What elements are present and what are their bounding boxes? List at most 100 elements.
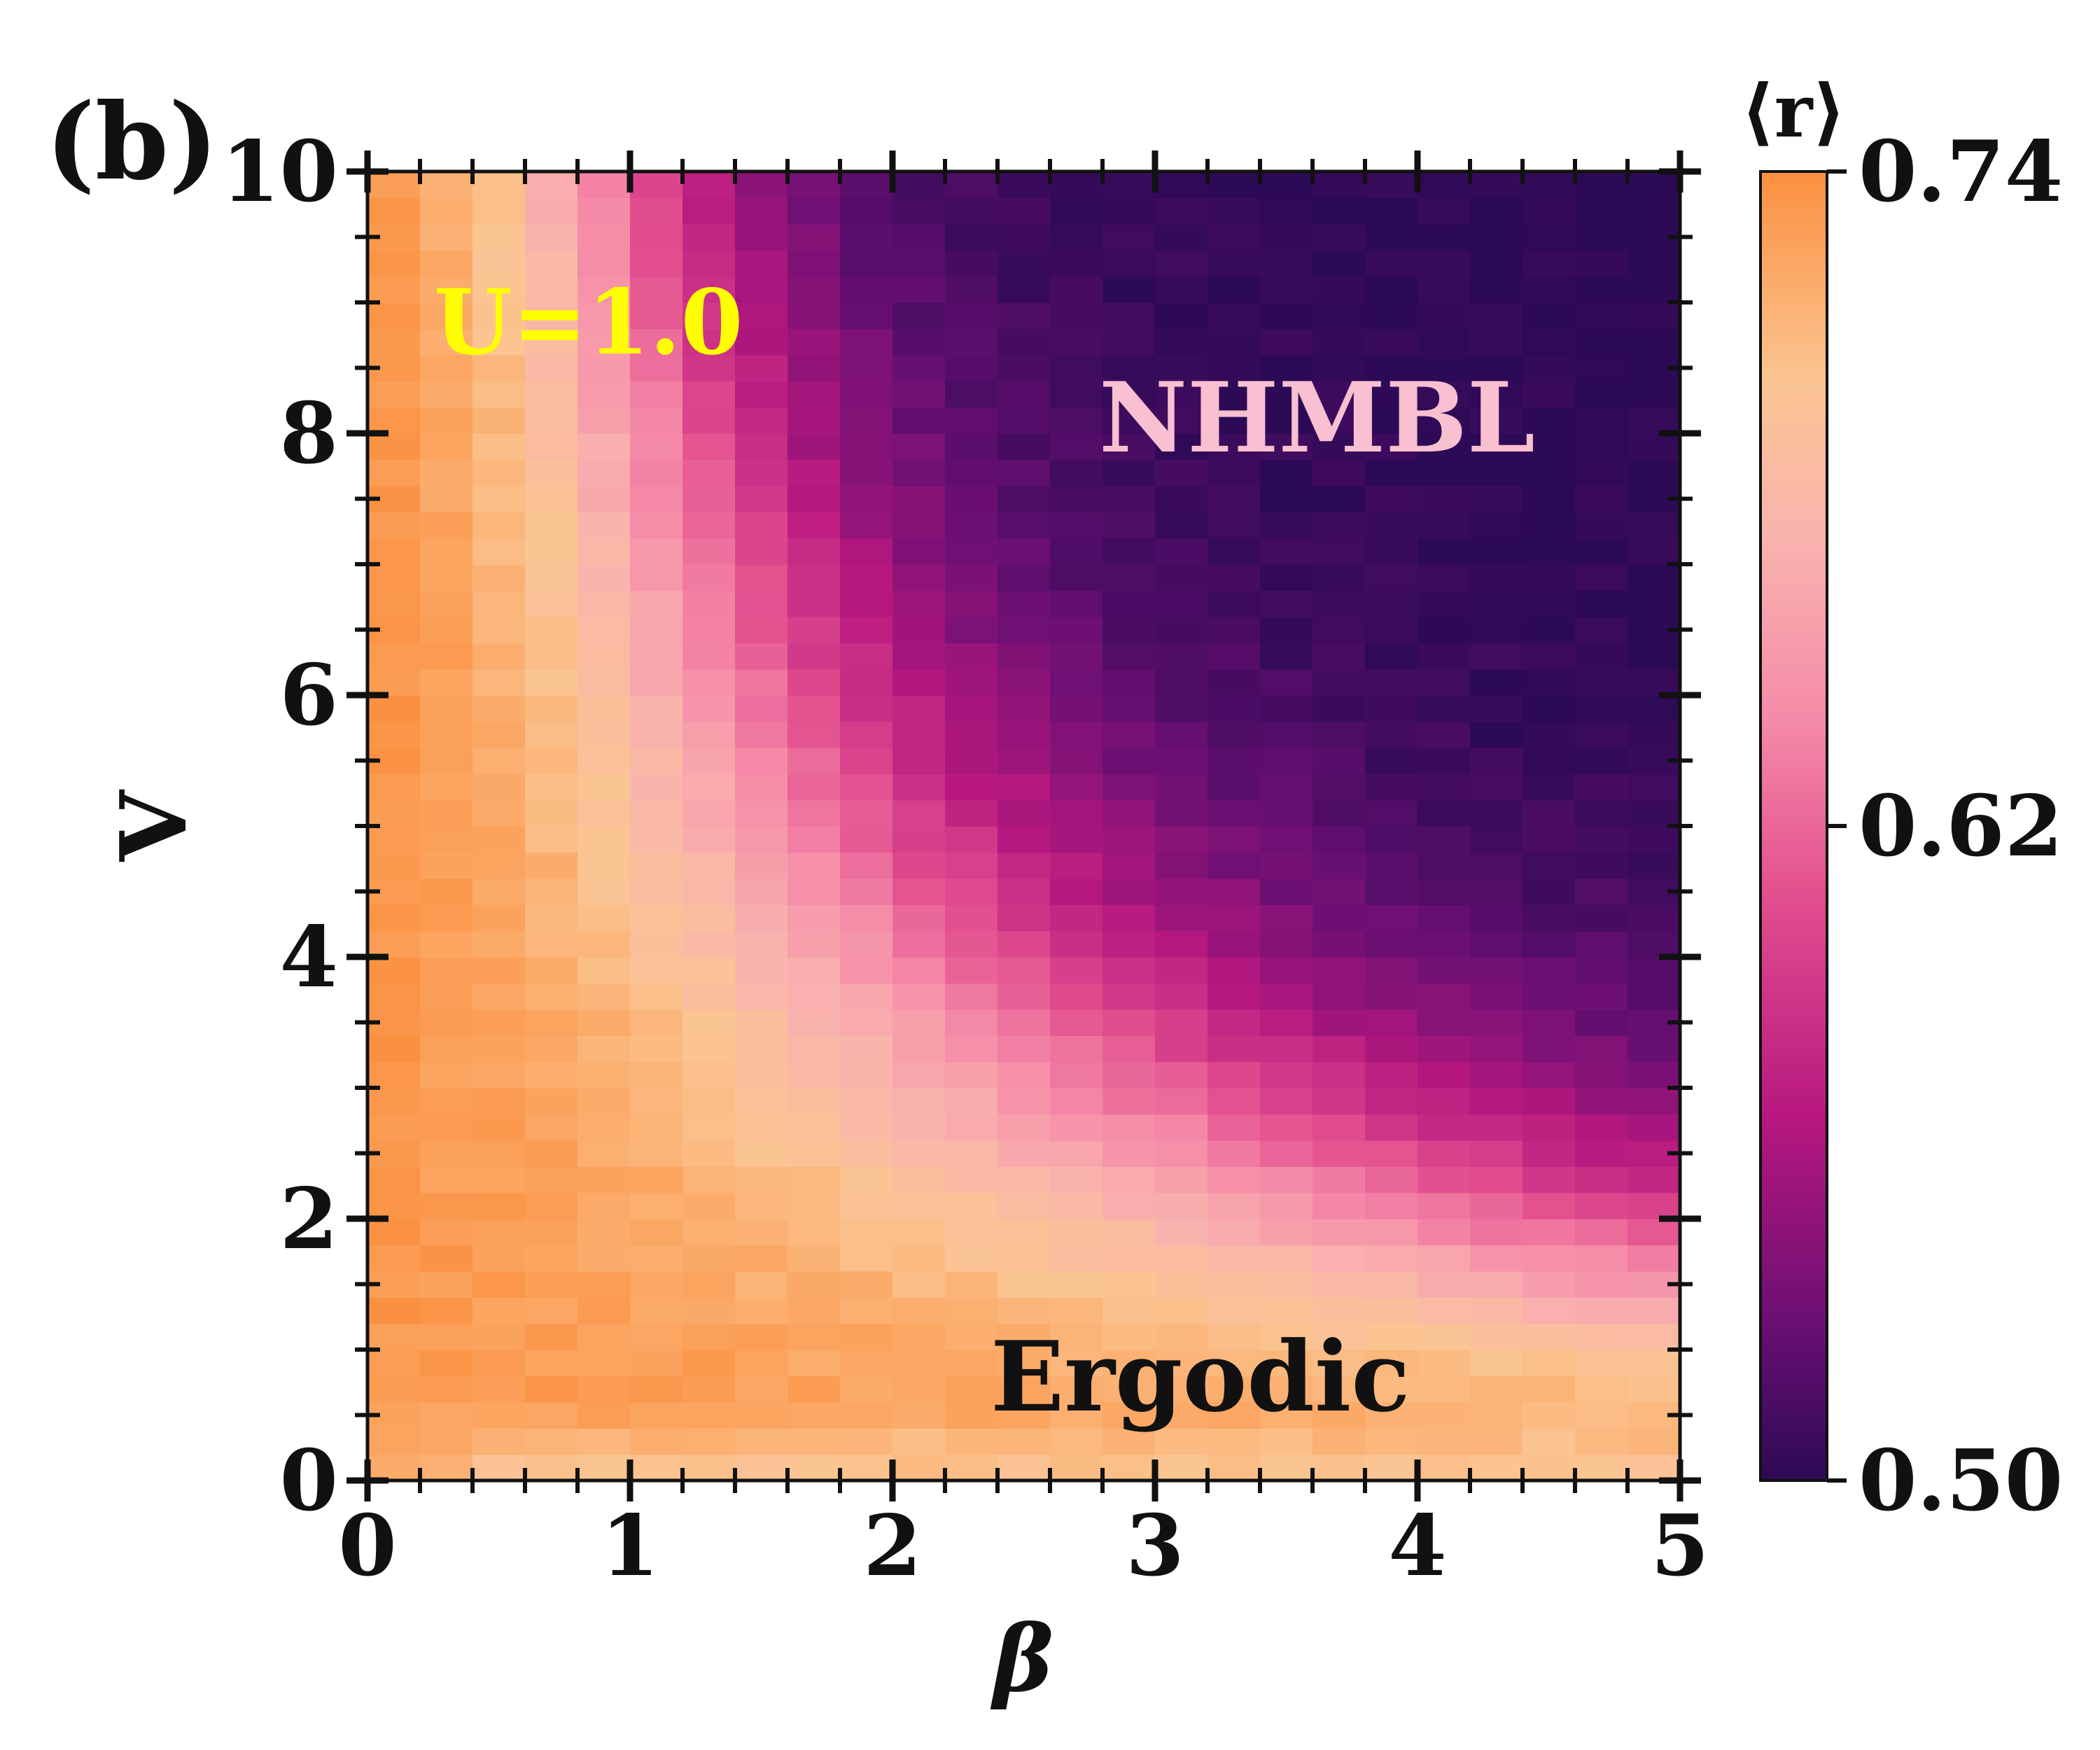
heatmap-cell: [945, 983, 998, 1010]
heatmap-cell: [892, 354, 946, 382]
heatmap-cell: [1102, 354, 1156, 382]
heatmap-cell: [1470, 381, 1523, 408]
heatmap-cell: [997, 930, 1051, 958]
heatmap-cell: [1050, 407, 1103, 434]
heatmap-cell: [1522, 590, 1576, 617]
heatmap-cell: [1628, 1428, 1680, 1455]
heatmap-cell: [1155, 1140, 1208, 1167]
heatmap-cell: [997, 512, 1051, 539]
heatmap-cell: [1155, 197, 1208, 225]
heatmap-cell: [1470, 302, 1523, 330]
heatmap-cell: [945, 433, 998, 461]
heatmap-cell: [1155, 407, 1208, 434]
heatmap-cell: [420, 250, 473, 277]
heatmap-cell: [997, 852, 1051, 879]
heatmap-cell: [1260, 564, 1313, 592]
heatmap-cell: [472, 668, 526, 696]
heatmap-cell: [1522, 668, 1576, 696]
heatmap-cell: [525, 1401, 578, 1429]
heatmap-cell: [578, 1297, 631, 1324]
heatmap-cell: [840, 1035, 893, 1063]
heatmap-cell: [578, 1061, 631, 1088]
heatmap-cell: [1522, 774, 1576, 801]
heatmap-cell: [368, 1114, 421, 1141]
heatmap-cell: [578, 172, 631, 199]
heatmap-cell: [735, 250, 788, 277]
heatmap-cell: [1365, 695, 1418, 722]
heatmap-cell: [525, 930, 578, 958]
heatmap-cell: [682, 826, 736, 853]
heatmap-cell: [945, 512, 998, 539]
heatmap-cell: [1418, 354, 1471, 382]
heatmap-cell: [578, 616, 631, 643]
heatmap-cell: [1418, 512, 1471, 539]
heatmap-cell: [1312, 643, 1366, 670]
heatmap-cell: [788, 407, 841, 434]
heatmap-cell: [788, 250, 841, 277]
heatmap-cell: [892, 1009, 946, 1036]
heatmap-cell: [1312, 1061, 1366, 1088]
heatmap-cell: [1208, 302, 1261, 330]
y-tick-label: 2: [280, 1170, 339, 1268]
heatmap-cell: [945, 1009, 998, 1036]
heatmap-cell: [1155, 538, 1208, 565]
heatmap-cell: [682, 904, 736, 932]
heatmap-cell: [1155, 590, 1208, 617]
heatmap-cell: [840, 774, 893, 801]
heatmap-cell: [788, 1035, 841, 1063]
heatmap-cell: [1155, 1088, 1208, 1115]
heatmap-cell: [735, 826, 788, 853]
heatmap-cell: [1050, 643, 1103, 670]
heatmap-cell: [892, 983, 946, 1010]
heatmap-cell: [1208, 852, 1261, 879]
heatmap-cell: [1628, 826, 1680, 853]
heatmap-cell: [420, 852, 473, 879]
heatmap-cell: [1050, 1061, 1103, 1088]
heatmap-cell: [368, 930, 421, 958]
heatmap-cell: [735, 983, 788, 1010]
heatmap-cell: [1050, 826, 1103, 853]
colorbar-tick-label: 0.50: [1858, 1432, 2063, 1530]
heatmap-cell: [472, 1088, 526, 1115]
heatmap-cell: [997, 799, 1051, 827]
heatmap-cell: [945, 485, 998, 512]
y-tick-label: 8: [280, 384, 339, 483]
heatmap-cell: [1050, 1297, 1103, 1324]
heatmap-cell: [997, 826, 1051, 853]
heatmap-cell: [1102, 695, 1156, 722]
heatmap-cell: [1155, 1323, 1208, 1350]
heatmap-cell: [1628, 1454, 1680, 1480]
heatmap-cell: [1575, 1035, 1628, 1063]
heatmap-cell: [1155, 302, 1208, 330]
heatmap-cell: [525, 1219, 578, 1246]
heatmap-cell: [1312, 433, 1366, 461]
heatmap-cell: [1628, 1376, 1680, 1403]
heatmap-cell: [1575, 590, 1628, 617]
heatmap-cell: [1575, 512, 1628, 539]
heatmap-cell: [1102, 459, 1156, 486]
heatmap-cell: [892, 799, 946, 827]
heatmap-cell: [945, 1376, 998, 1403]
heatmap-cell: [840, 668, 893, 696]
heatmap-cell: [1628, 172, 1680, 199]
heatmap-cell: [997, 1088, 1051, 1115]
heatmap-cell: [420, 1192, 473, 1219]
heatmap-cell: [997, 197, 1051, 225]
heatmap-cell: [735, 904, 788, 932]
heatmap-cell: [368, 1297, 421, 1324]
heatmap-cell: [368, 197, 421, 225]
heatmap-cell: [997, 485, 1051, 512]
heatmap-cell: [682, 747, 736, 774]
heatmap-cell: [788, 197, 841, 225]
heatmap-cell: [1155, 957, 1208, 984]
heatmap-cell: [997, 695, 1051, 722]
heatmap-cell: [945, 852, 998, 879]
heatmap-cell: [682, 223, 736, 251]
heatmap-cell: [1312, 1245, 1366, 1272]
heatmap-cell: [420, 983, 473, 1010]
heatmap-cell: [997, 1009, 1051, 1036]
heatmap-cell: [892, 774, 946, 801]
heatmap-cell: [1522, 459, 1576, 486]
heatmap-cell: [1312, 1270, 1366, 1298]
heatmap-cell: [840, 747, 893, 774]
